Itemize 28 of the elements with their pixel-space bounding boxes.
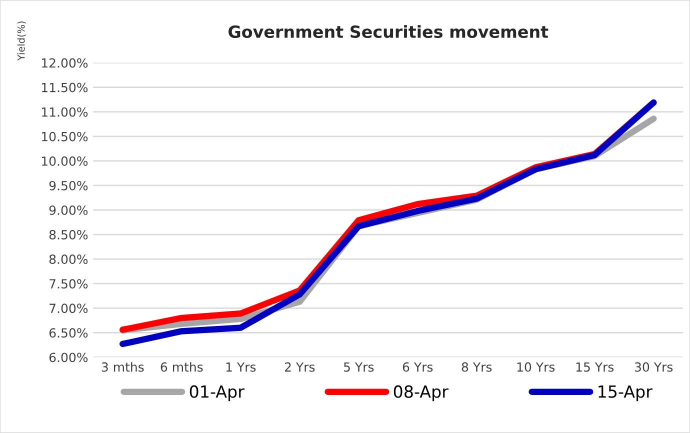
y-tick-label: 6.00%: [49, 352, 88, 362]
y-tick-label: 11.00%: [42, 107, 88, 117]
x-tick-label: 1 Yrs: [226, 362, 256, 372]
x-tick-label: 10 Yrs: [517, 362, 555, 372]
chart-title: Government Securities movement: [228, 25, 548, 38]
y-tick-label: 7.50%: [50, 279, 88, 289]
legend-label: 08-Apr: [394, 385, 448, 402]
y-tick-label: 10.50%: [42, 132, 88, 142]
x-tick-label: 5 Yrs: [344, 362, 374, 372]
y-tick-label: 10.00%: [42, 156, 88, 166]
y-tick-label: 9.50%: [49, 180, 88, 190]
legend-label: 15-Apr: [598, 385, 652, 402]
x-tick-label: 6 mths: [160, 362, 203, 372]
x-tick-label: 6 Yrs: [402, 362, 433, 372]
y-tick-label: 8.50%: [49, 230, 88, 240]
legend-label: 01-Apr: [190, 385, 244, 402]
y-tick-label: 11.50%: [42, 82, 88, 92]
y-axis-title: Yield(%): [17, 21, 26, 61]
x-tick-label: 15 Yrs: [576, 362, 614, 372]
x-tick-label: 2 Yrs: [284, 362, 315, 372]
y-tick-label: 12.00%: [42, 58, 88, 68]
x-tick-label: 3 mths: [102, 362, 144, 372]
x-tick-label: 30 Yrs: [634, 362, 673, 372]
y-tick-label: 6.50%: [49, 328, 88, 338]
y-tick-label: 7.00%: [50, 304, 88, 314]
y-tick-label: 8.00%: [49, 254, 88, 264]
x-tick-label: 8 Yrs: [462, 362, 492, 372]
y-tick-label: 9.00%: [49, 205, 88, 215]
